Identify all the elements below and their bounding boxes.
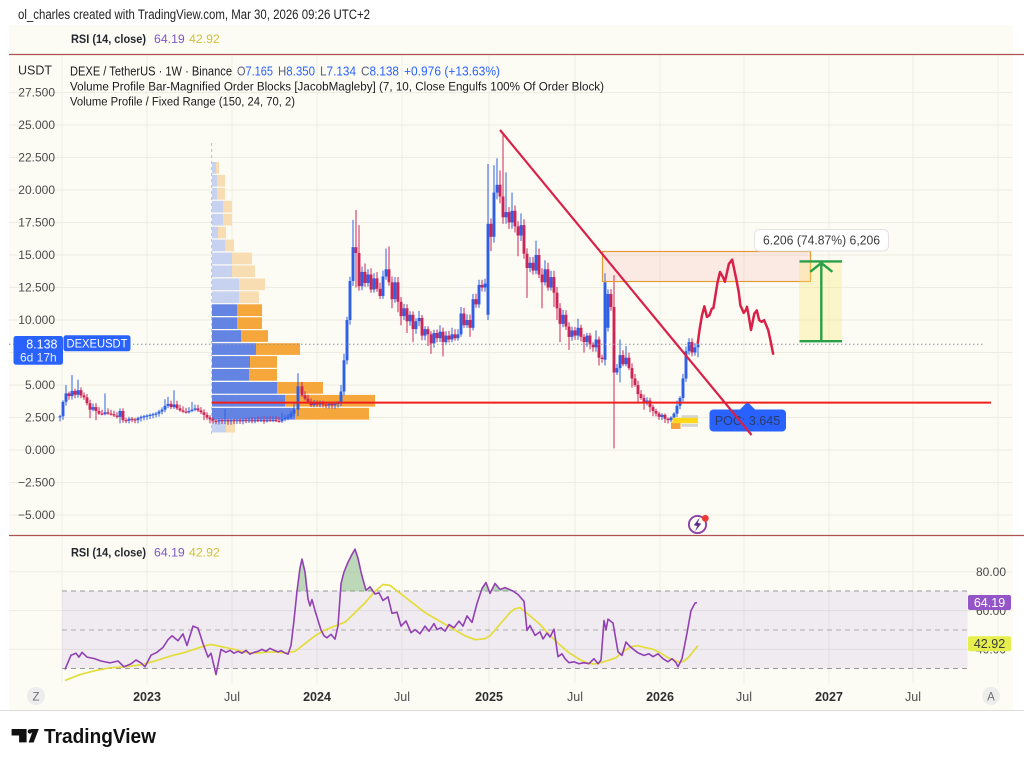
svg-text:H8.350: H8.350 — [278, 65, 315, 79]
svg-text:+0.976 (+13.63%): +0.976 (+13.63%) — [404, 65, 500, 79]
svg-text:12.500: 12.500 — [18, 281, 55, 295]
svg-text:TradingView: TradingView — [44, 725, 156, 748]
svg-text:2025: 2025 — [475, 690, 503, 704]
svg-text:2023: 2023 — [133, 690, 161, 704]
svg-text:RSI (14, close): RSI (14, close) — [71, 546, 146, 560]
svg-text:22.500: 22.500 — [18, 151, 55, 165]
svg-text:2.500: 2.500 — [25, 411, 55, 425]
svg-text:64.19: 64.19 — [154, 32, 185, 46]
svg-text:RSI (14, close): RSI (14, close) — [71, 32, 146, 46]
svg-text:25.000: 25.000 — [18, 118, 55, 132]
svg-text:Jul: Jul — [394, 690, 410, 704]
svg-text:Jul: Jul — [567, 690, 583, 704]
svg-text:DEXEUSDT: DEXEUSDT — [67, 336, 128, 350]
svg-text:ol_charles created with Tradin: ol_charles created with TradingView.com,… — [18, 7, 370, 22]
svg-text:42.92: 42.92 — [189, 32, 220, 46]
svg-text:0.000: 0.000 — [25, 443, 55, 457]
svg-text:Jul: Jul — [905, 690, 921, 704]
svg-text:Z: Z — [32, 692, 39, 704]
svg-text:15.000: 15.000 — [18, 248, 55, 262]
svg-text:Jul: Jul — [736, 690, 752, 704]
svg-text:2024: 2024 — [303, 690, 331, 704]
svg-text:10.000: 10.000 — [18, 313, 55, 327]
svg-text:O7.165: O7.165 — [237, 65, 273, 79]
svg-text:42.92: 42.92 — [189, 546, 220, 560]
svg-text:POC: 3.645: POC: 3.645 — [715, 414, 780, 428]
svg-text:6d 17h: 6d 17h — [20, 351, 57, 365]
svg-text:2026: 2026 — [646, 690, 674, 704]
svg-text:64.19: 64.19 — [154, 546, 185, 560]
svg-text:A: A — [987, 692, 995, 704]
svg-text:27.500: 27.500 — [18, 86, 55, 100]
svg-text:42.92: 42.92 — [974, 637, 1005, 651]
svg-text:2027: 2027 — [815, 690, 843, 704]
svg-text:20.000: 20.000 — [18, 183, 55, 197]
svg-text:C8.138: C8.138 — [361, 65, 399, 79]
svg-text:64.19: 64.19 — [974, 596, 1005, 610]
svg-text:17.500: 17.500 — [18, 216, 55, 230]
svg-text:5.000: 5.000 — [25, 378, 55, 392]
svg-text:Volume Profile / Fixed Range (: Volume Profile / Fixed Range (150, 24, 7… — [70, 95, 295, 109]
svg-text:Jul: Jul — [224, 690, 240, 704]
svg-text:Volume Profile Bar-Magnified O: Volume Profile Bar-Magnified Order Block… — [70, 80, 604, 94]
svg-text:L7.134: L7.134 — [320, 65, 356, 79]
svg-text:80.00: 80.00 — [976, 565, 1006, 579]
svg-text:−5.000: −5.000 — [18, 508, 55, 522]
svg-text:−2.500: −2.500 — [18, 476, 55, 490]
svg-text:8.138: 8.138 — [26, 338, 57, 352]
svg-text:6.206 (74.87%) 6,206: 6.206 (74.87%) 6,206 — [763, 233, 880, 248]
svg-text:USDT: USDT — [18, 64, 52, 78]
svg-text:DEXE / TetherUS · 1W · Binance: DEXE / TetherUS · 1W · Binance — [70, 65, 232, 79]
